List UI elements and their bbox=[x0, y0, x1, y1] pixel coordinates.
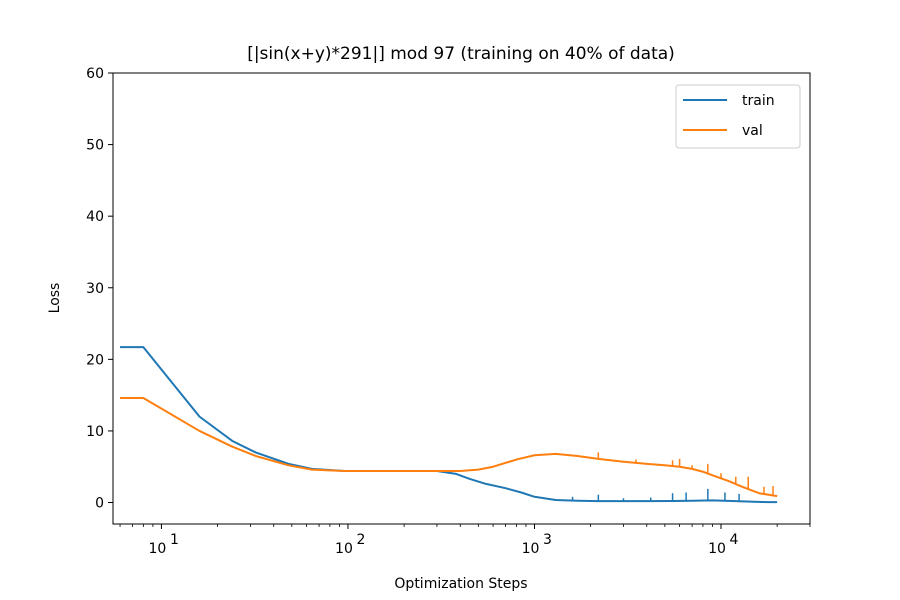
y-tick-label: 50 bbox=[86, 138, 104, 154]
y-tick-label: 40 bbox=[86, 209, 104, 225]
series-layer bbox=[120, 346, 778, 504]
y-tick-label: 20 bbox=[86, 352, 104, 368]
y-tick-label: 60 bbox=[86, 66, 104, 82]
chart-title: [|sin(x+y)*291|] mod 97 (training on 40%… bbox=[247, 44, 675, 64]
x-tick-label: 10 bbox=[522, 541, 540, 557]
y-tick-label: 30 bbox=[86, 281, 104, 297]
legend: train val bbox=[675, 84, 801, 149]
x-tick-exponent: 3 bbox=[543, 532, 552, 548]
legend-box bbox=[675, 84, 801, 149]
series-val bbox=[120, 397, 778, 498]
plot-frame bbox=[112, 72, 811, 525]
x-tick-label: 10 bbox=[708, 541, 726, 557]
series-line-val bbox=[120, 397, 778, 498]
y-tick-label: 0 bbox=[95, 496, 104, 512]
x-tick-exponent: 1 bbox=[170, 532, 179, 548]
y-axis-label: Loss bbox=[47, 283, 63, 314]
y-axis: 0 10 20 30 40 50 60 bbox=[86, 66, 113, 512]
y-tick-label: 10 bbox=[86, 424, 104, 440]
legend-label-train: train bbox=[742, 93, 775, 109]
legend-label-val: val bbox=[742, 123, 763, 139]
x-tick-label: 10 bbox=[149, 541, 167, 557]
series-train bbox=[120, 346, 778, 504]
x-tick-exponent: 4 bbox=[730, 532, 739, 548]
x-axis-label: Optimization Steps bbox=[394, 576, 527, 592]
x-tick-exponent: 2 bbox=[356, 532, 365, 548]
series-line-train bbox=[120, 346, 778, 504]
x-tick-label: 10 bbox=[335, 541, 353, 557]
